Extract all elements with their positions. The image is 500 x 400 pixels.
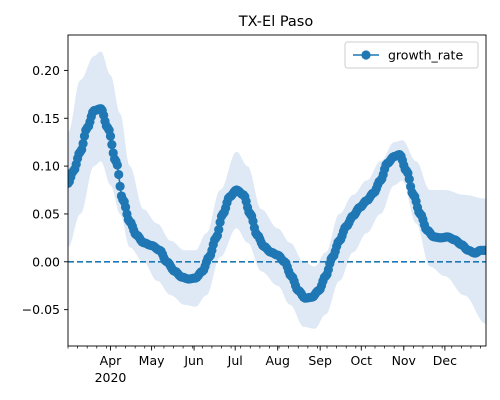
- x-tick-label: Oct: [350, 353, 372, 368]
- data-point: [114, 169, 124, 180]
- y-tick-label: 0.00: [32, 254, 60, 269]
- y-tick-label: 0.05: [32, 206, 60, 221]
- data-point: [78, 138, 88, 149]
- x-tick-year-label: 2020: [95, 370, 127, 385]
- series-markers: [68, 104, 486, 303]
- x-tick-label: Nov: [392, 353, 417, 368]
- legend: growth_rate: [344, 41, 479, 69]
- confidence-band: [68, 51, 486, 329]
- y-tick-label: 0.15: [32, 111, 60, 126]
- data-point: [112, 160, 122, 170]
- y-tick-label: −0.05: [22, 302, 60, 317]
- y-tick-label: 0.20: [32, 63, 60, 78]
- x-tick-label: Dec: [433, 353, 457, 368]
- y-tick-label: 0.10: [32, 159, 60, 174]
- data-point: [404, 174, 414, 184]
- legend-label: growth_rate: [388, 48, 463, 63]
- data-point: [214, 225, 224, 235]
- data-point: [115, 181, 125, 191]
- plot-area: −0.05 0.00 0.05 0.10 0.15 0.20 Apr 2020 May Jun Ju…: [22, 34, 487, 385]
- axes-frame: [67, 34, 487, 347]
- x-tick-label: Aug: [265, 353, 289, 368]
- x-tick-label: Sep: [308, 353, 332, 368]
- legend-box: [344, 41, 479, 69]
- data-point: [120, 202, 131, 212]
- x-tick-label: Jul: [227, 353, 243, 368]
- data-point: [105, 131, 116, 141]
- chart-title: TX-El Paso: [238, 14, 314, 30]
- legend-marker-swatch: [361, 50, 371, 60]
- x-tick-label: Jun: [183, 353, 204, 368]
- x-tick-label: May: [139, 353, 165, 368]
- data-point: [481, 245, 486, 255]
- x-tick-label: Apr: [100, 353, 122, 368]
- data-point: [107, 139, 117, 150]
